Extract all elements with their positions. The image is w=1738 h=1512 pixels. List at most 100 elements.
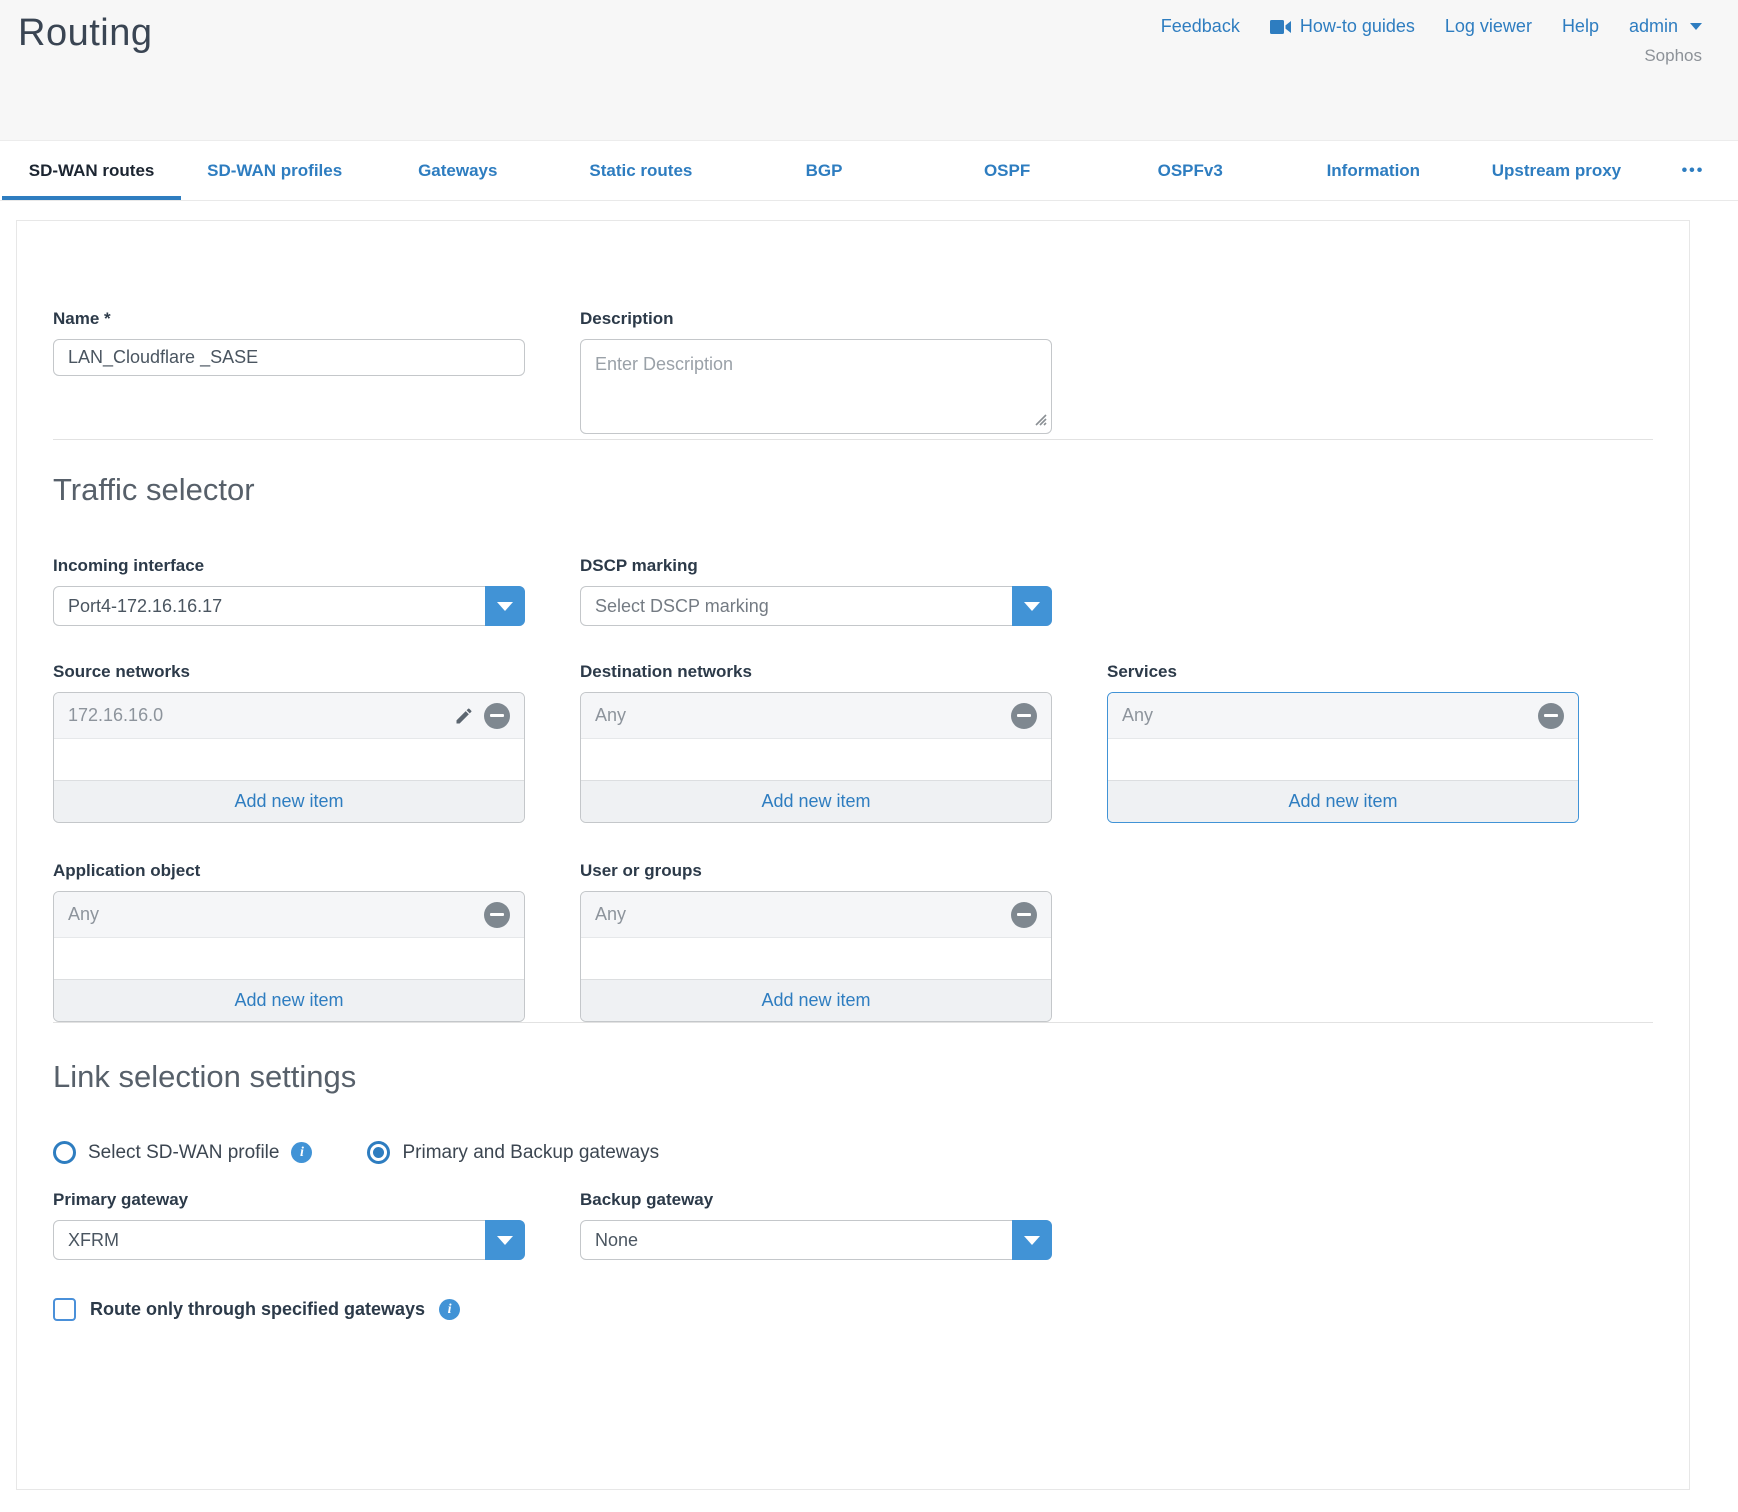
listbox-empty-area xyxy=(54,938,524,979)
radio-icon[interactable] xyxy=(53,1141,76,1164)
page-title: Routing xyxy=(18,12,153,54)
list-item: Any xyxy=(1108,693,1578,739)
remove-item-icon[interactable] xyxy=(484,702,510,729)
source-networks-group: Source networks 172.16.16.0 Add new item xyxy=(53,662,525,823)
video-camera-icon xyxy=(1269,19,1292,35)
list-item-value: 172.16.16.0 xyxy=(68,705,164,725)
remove-item-icon[interactable] xyxy=(484,901,510,928)
description-textarea[interactable] xyxy=(580,339,1052,434)
remove-item-icon[interactable] xyxy=(1538,702,1564,729)
dropdown-button[interactable] xyxy=(1012,586,1052,626)
incoming-interface-select[interactable]: Port4-172.16.16.17 xyxy=(53,586,525,626)
tab-ospfv3[interactable]: OSPFv3 xyxy=(1157,160,1223,180)
radio-select-sdwan-profile[interactable]: Select SD-WAN profile i xyxy=(53,1141,313,1164)
howto-guides-link[interactable]: How-to guides xyxy=(1269,16,1415,37)
tab-static-routes[interactable]: Static routes xyxy=(589,160,693,180)
add-new-item-button[interactable]: Add new item xyxy=(581,979,1051,1021)
primary-gateway-group: Primary gateway XFRM xyxy=(53,1190,525,1260)
help-link[interactable]: Help xyxy=(1561,16,1599,36)
log-viewer-link[interactable]: Log viewer xyxy=(1444,16,1532,36)
services-listbox: Any Add new item xyxy=(1107,692,1579,823)
dscp-marking-label: DSCP marking xyxy=(580,556,698,575)
name-input[interactable] xyxy=(53,339,525,376)
description-label: Description xyxy=(580,309,674,328)
dropdown-button[interactable] xyxy=(1012,1220,1052,1260)
application-object-group: Application object Any Add new item xyxy=(53,861,525,1022)
backup-gateway-group: Backup gateway None xyxy=(580,1190,1052,1260)
destination-networks-listbox: Any Add new item xyxy=(580,692,1052,823)
destination-networks-group: Destination networks Any Add new item xyxy=(580,662,1052,823)
feedback-link[interactable]: Feedback xyxy=(1160,16,1240,36)
radio-label: Select SD-WAN profile xyxy=(88,1141,280,1163)
tab-upstream-proxy[interactable]: Upstream proxy xyxy=(1491,160,1622,180)
link-selection-heading: Link selection settings xyxy=(53,1059,357,1094)
route-only-checkbox[interactable] xyxy=(53,1298,76,1321)
listbox-empty-area xyxy=(581,938,1051,979)
incoming-interface-group: Incoming interface Port4-172.16.16.17 xyxy=(53,556,525,626)
routing-tabbar: SD-WAN routes SD-WAN profiles Gateways S… xyxy=(0,140,1738,200)
primary-gateway-select[interactable]: XFRM xyxy=(53,1220,525,1260)
admin-menu[interactable]: admin xyxy=(1629,16,1702,37)
services-label: Services xyxy=(1107,662,1177,681)
name-label: Name * xyxy=(53,309,111,328)
listbox-empty-area xyxy=(1108,739,1578,780)
dropdown-button[interactable] xyxy=(485,586,525,626)
source-networks-listbox: 172.16.16.0 Add new item xyxy=(53,692,525,823)
name-field-group: Name * xyxy=(53,309,525,439)
radio-label: Primary and Backup gateways xyxy=(402,1141,660,1163)
add-new-item-button[interactable]: Add new item xyxy=(54,780,524,822)
list-item-value: Any xyxy=(1122,705,1154,725)
primary-gateway-label: Primary gateway xyxy=(53,1190,189,1209)
list-item: 172.16.16.0 xyxy=(54,693,524,739)
user-or-groups-listbox: Any Add new item xyxy=(580,891,1052,1022)
list-item-value: Any xyxy=(595,705,627,725)
traffic-selector-heading: Traffic selector xyxy=(53,472,255,507)
tab-gateways[interactable]: Gateways xyxy=(418,160,498,180)
add-new-item-button[interactable]: Add new item xyxy=(1108,780,1578,822)
remove-item-icon[interactable] xyxy=(1011,702,1037,729)
application-object-listbox: Any Add new item xyxy=(53,891,525,1022)
section-divider xyxy=(53,1022,1653,1023)
tab-bgp[interactable]: BGP xyxy=(805,160,843,180)
page-header: Routing Feedback How-to guides Log viewe… xyxy=(0,0,1738,140)
user-or-groups-label: User or groups xyxy=(580,861,702,880)
remove-item-icon[interactable] xyxy=(1011,901,1037,928)
add-new-item-button[interactable]: Add new item xyxy=(54,979,524,1021)
backup-gateway-select[interactable]: None xyxy=(580,1220,1052,1260)
radio-primary-backup-gateways[interactable]: Primary and Backup gateways xyxy=(367,1141,659,1164)
caret-down-icon xyxy=(1024,1235,1040,1245)
primary-gateway-value: XFRM xyxy=(68,1229,119,1250)
incoming-interface-value: Port4-172.16.16.17 xyxy=(68,595,223,616)
list-item: Any xyxy=(54,892,524,938)
dscp-marking-group: DSCP marking Select DSCP marking xyxy=(580,556,1052,626)
dscp-marking-value: Select DSCP marking xyxy=(595,595,769,616)
incoming-interface-label: Incoming interface xyxy=(53,556,205,575)
services-group: Services Any Add new item xyxy=(1107,662,1579,823)
user-or-groups-group: User or groups Any Add new item xyxy=(580,861,1052,1022)
radio-icon[interactable] xyxy=(367,1141,391,1164)
brand-label: Sophos xyxy=(1644,46,1702,65)
tab-sdwan-profiles[interactable]: SD-WAN profiles xyxy=(207,160,343,180)
add-new-item-button[interactable]: Add new item xyxy=(581,780,1051,822)
list-item-value: Any xyxy=(68,904,100,924)
edit-pencil-icon[interactable] xyxy=(454,706,474,726)
caret-down-icon xyxy=(1024,601,1040,611)
sdwan-route-form: Name * Description Traffic selector Inco… xyxy=(16,220,1690,1490)
source-networks-label: Source networks xyxy=(53,662,190,681)
info-icon[interactable]: i xyxy=(291,1142,313,1163)
list-item-value: Any xyxy=(595,904,627,924)
chevron-down-icon xyxy=(1690,23,1702,30)
destination-networks-label: Destination networks xyxy=(580,662,752,681)
listbox-empty-area xyxy=(581,739,1051,780)
backup-gateway-value: None xyxy=(595,1229,639,1250)
info-icon[interactable]: i xyxy=(439,1299,461,1320)
backup-gateway-label: Backup gateway xyxy=(580,1190,714,1209)
dscp-marking-select[interactable]: Select DSCP marking xyxy=(580,586,1052,626)
route-only-label: Route only through specified gateways xyxy=(90,1299,426,1319)
dropdown-button[interactable] xyxy=(485,1220,525,1260)
tab-sdwan-routes[interactable]: SD-WAN routes xyxy=(0,141,183,200)
tab-overflow-menu[interactable]: ••• xyxy=(1681,161,1705,179)
caret-down-icon xyxy=(497,601,513,611)
tab-information[interactable]: Information xyxy=(1326,160,1421,180)
tab-ospf[interactable]: OSPF xyxy=(983,160,1031,180)
